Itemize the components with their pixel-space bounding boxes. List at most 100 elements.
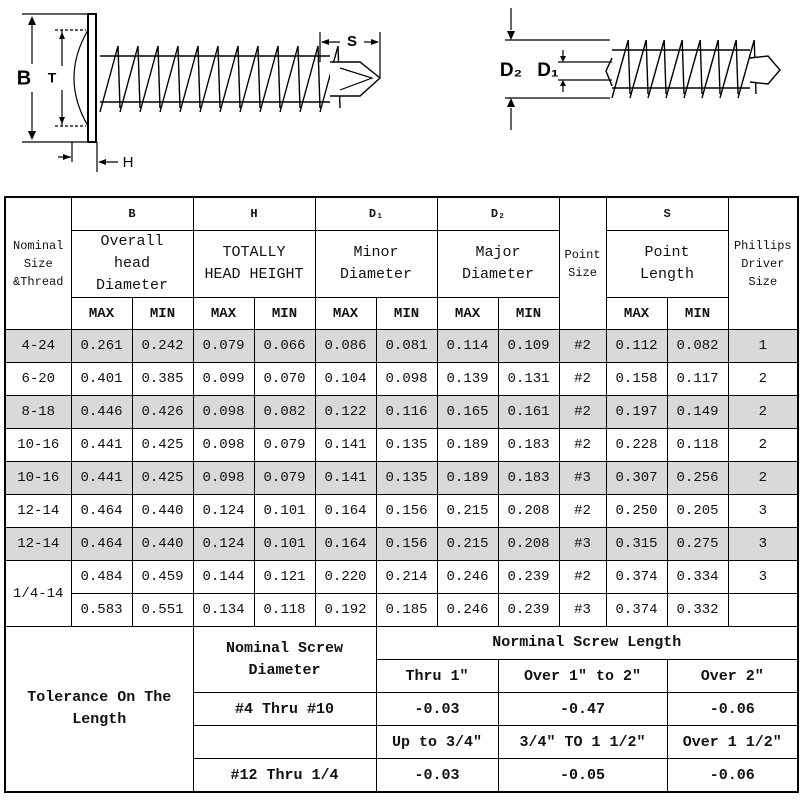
flute <box>339 67 374 91</box>
empty-cell <box>192 725 377 759</box>
value-cell: 0.099 <box>192 362 255 396</box>
nominal-size: 12-14 <box>4 527 72 561</box>
value-cell: 0.079 <box>253 461 316 495</box>
group-description: Minor Diameter <box>314 230 438 298</box>
tolerance-value: -0.06 <box>666 692 799 726</box>
value-cell: 0.098 <box>192 428 255 462</box>
limit-label: MIN <box>375 297 438 330</box>
value-cell: 0.401 <box>70 362 133 396</box>
value-cell: 0.082 <box>253 395 316 429</box>
value-cell: 0.161 <box>497 395 560 429</box>
value-cell: #2 <box>558 395 607 429</box>
group-description: Point Length <box>605 230 729 298</box>
screw-head <box>87 13 97 143</box>
value-cell: 0.183 <box>497 461 560 495</box>
value-cell: 0.141 <box>314 428 377 462</box>
value-cell: 0.242 <box>131 329 194 363</box>
drill-point <box>330 61 382 97</box>
value-cell: 0.104 <box>314 362 377 396</box>
value-cell: 0.256 <box>666 461 729 495</box>
table-row: Tolerance On The Length Nominal Screw Dia… <box>4 626 799 793</box>
value-cell: 0.139 <box>436 362 499 396</box>
shape: 4-24 0.261 0.242 0.079 0.066 0.086 0.081 0.114 0… <box>4 329 799 627</box>
value-cell: 0.374 <box>605 593 668 627</box>
value-cell: 0.332 <box>666 593 729 627</box>
shape <box>28 131 36 140</box>
limit-label: MIN <box>497 297 560 330</box>
table-row: 1/4-14 0.484 0.459 0.144 0.121 0.220 0.214 0.24… <box>4 560 799 627</box>
drill-point <box>749 55 781 85</box>
group-description: Major Diameter <box>436 230 560 298</box>
value-cell: 0.425 <box>131 428 194 462</box>
thread <box>611 39 757 99</box>
value-cell: 0.441 <box>70 461 133 495</box>
value-cell: 0.098 <box>192 395 255 429</box>
value-cell: 0.246 <box>436 593 499 627</box>
value-cell: 0.208 <box>497 494 560 528</box>
shape <box>63 154 71 160</box>
value-cell: 0.131 <box>497 362 560 396</box>
table-row: 10-16 0.441 0.425 0.098 0.079 0.141 0.135 0.189… <box>4 428 799 462</box>
value-cell: 0.118 <box>253 593 316 627</box>
value-cell: #2 <box>558 494 607 528</box>
empty-cell <box>727 593 799 627</box>
length-range: Over 2" <box>666 659 799 693</box>
nominal-size: 10-16 <box>4 461 72 495</box>
driver-size: 2 <box>727 461 799 495</box>
group-symbol: D₁ <box>314 196 438 231</box>
group-symbol: D₂ <box>436 196 560 231</box>
value-cell: 0.164 <box>314 527 377 561</box>
label-h: H <box>123 154 134 171</box>
value-cell: 0.192 <box>314 593 377 627</box>
value-cell: 0.185 <box>375 593 438 627</box>
table-row: #12 Thru 1/4 -0.03 -0.05 -0.06 <box>5 758 799 793</box>
driver-size: 2 <box>727 428 799 462</box>
driver-size: 1 <box>727 329 799 363</box>
group-description: Overall head Diameter <box>70 230 194 298</box>
value-cell: 0.441 <box>70 428 133 462</box>
table-row: #4 Thru #10 -0.03 -0.47 -0.06 <box>5 692 799 726</box>
value-cell: 0.156 <box>375 527 438 561</box>
head-dome <box>73 29 89 127</box>
value-cell: 0.070 <box>253 362 316 396</box>
nominal-size: 1/4-14 <box>4 560 72 627</box>
tolerance-title: Tolerance On The Length <box>4 626 194 793</box>
value-cell: 0.144 <box>192 560 255 594</box>
shape <box>59 117 65 124</box>
value-cell: 0.459 <box>131 560 194 594</box>
shape <box>59 32 65 39</box>
shape <box>98 159 106 165</box>
diameter-header: Nominal Screw Diameter <box>192 626 377 693</box>
value-cell: #2 <box>558 362 607 396</box>
table-row: 8-18 0.446 0.426 0.098 0.082 0.122 0.116 0.165 0… <box>4 395 799 429</box>
driver-header: Phillips Driver Size <box>727 196 799 330</box>
tolerance-value: -0.03 <box>375 758 499 793</box>
value-cell: 0.109 <box>497 329 560 363</box>
value-cell: #2 <box>558 329 607 363</box>
value-cell: 0.134 <box>192 593 255 627</box>
value-cell: 0.116 <box>375 395 438 429</box>
label-d2: D₂ <box>500 60 522 81</box>
value-cell: 0.239 <box>497 560 560 594</box>
value-cell: 0.215 <box>436 494 499 528</box>
value-cell: 0.081 <box>375 329 438 363</box>
value-cell: 0.118 <box>666 428 729 462</box>
value-cell: 0.066 <box>253 329 316 363</box>
value-cell: 0.307 <box>605 461 668 495</box>
value-cell: 0.197 <box>605 395 668 429</box>
table-row: Overall head Diameter TOTALLY HEAD HEIGHT… <box>5 230 798 298</box>
limit-label: MAX <box>436 297 499 330</box>
value-cell: 0.334 <box>666 560 729 594</box>
value-cell: #3 <box>558 461 607 495</box>
label-s: S <box>347 33 357 50</box>
value-cell: 0.214 <box>375 560 438 594</box>
table-row: Up to 3/4" 3/4" TO 1 1/2" Over 1 1/2" <box>5 725 799 759</box>
group-symbol: S <box>605 196 729 231</box>
shape <box>321 39 329 45</box>
value-cell: 0.079 <box>192 329 255 363</box>
value-cell: 0.101 <box>253 527 316 561</box>
tolerance-value: -0.06 <box>666 758 799 793</box>
value-cell: 0.440 <box>131 494 194 528</box>
value-cell: 0.215 <box>436 527 499 561</box>
value-cell: 0.426 <box>131 395 194 429</box>
